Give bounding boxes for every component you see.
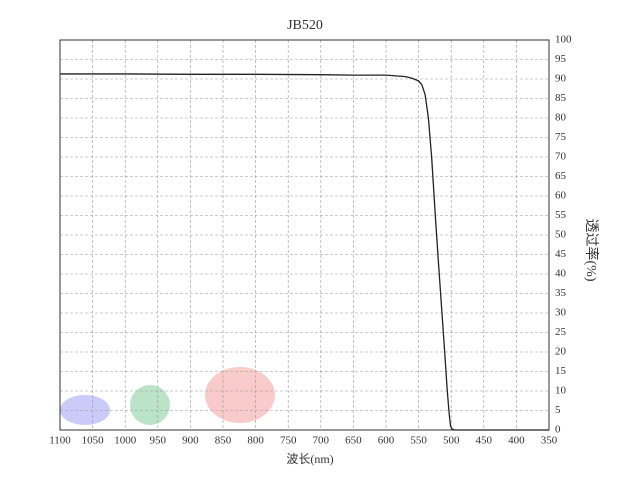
x-tick-label: 600 [378,435,395,447]
x-axis-label: 波长(nm) [286,452,333,466]
y-tick-label: 60 [555,190,567,202]
data-line [60,73,549,431]
x-tick-label: 400 [508,435,525,447]
x-tick-label: 800 [247,435,264,447]
y-tick-label: 100 [555,34,572,46]
y-tick-label: 55 [555,209,567,221]
y-tick-label: 70 [555,151,567,163]
y-tick-label: 5 [555,404,561,416]
x-tick-label: 1000 [114,435,137,447]
y-tick-label: 80 [555,112,567,124]
y-tick-label: 35 [555,287,567,299]
x-tick-label: 850 [215,435,232,447]
y-tick-label: 40 [555,268,567,280]
y-tick-label: 75 [555,131,567,143]
x-tick-label: 550 [410,435,427,447]
y-tick-label: 45 [555,248,567,260]
y-tick-label: 10 [555,385,567,397]
x-tick-label: 500 [443,435,460,447]
y-tick-label: 0 [555,424,561,436]
x-tick-label: 1050 [82,435,105,447]
y-tick-label: 90 [555,73,567,85]
x-tick-label: 700 [313,435,330,447]
x-tick-label: 650 [345,435,362,447]
x-tick-label: 450 [476,435,493,447]
plot-frame [59,39,550,431]
y-tick-label: 30 [555,307,567,319]
y-tick-label: 20 [555,346,567,358]
chart-title: JB520 [287,18,323,33]
x-tick-label: 750 [280,435,297,447]
y-tick-label: 95 [555,53,567,65]
y-tick-label: 50 [555,229,567,241]
y-tick-label: 65 [555,170,567,182]
y-axis-label: 透过率(%) [583,219,600,282]
y-tick-label: 25 [555,326,567,338]
x-tick-label: 350 [541,435,558,447]
x-tick-label: 950 [150,435,167,447]
x-tick-label: 900 [182,435,199,447]
y-tick-label: 15 [555,365,567,377]
watermark [60,367,275,425]
y-tick-label: 85 [555,92,567,104]
x-tick-label: 1100 [49,435,71,447]
